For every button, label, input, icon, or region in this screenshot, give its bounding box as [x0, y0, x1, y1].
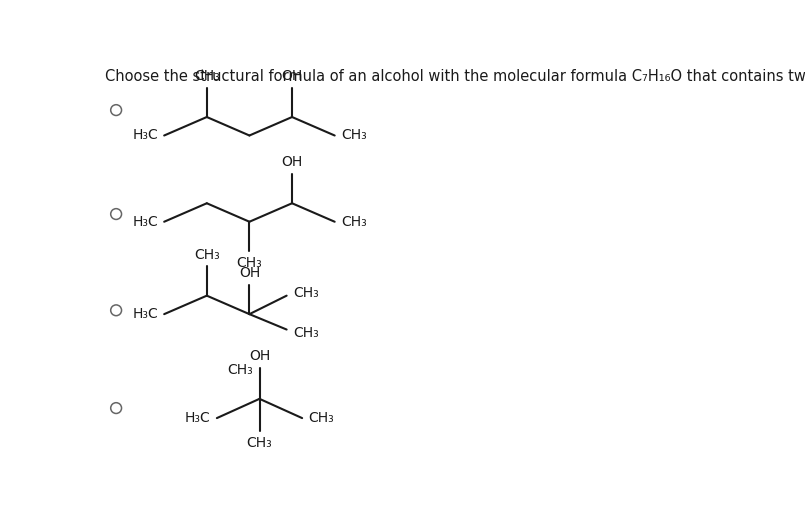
Text: CH₃: CH₃ [194, 69, 220, 83]
Text: Choose the structural formula of an alcohol with the molecular formula C₇H₁₆O th: Choose the structural formula of an alco… [105, 69, 805, 84]
Text: CH₃: CH₃ [228, 362, 254, 377]
Text: H₃C: H₃C [132, 307, 158, 321]
Text: OH: OH [239, 266, 260, 280]
Text: H₃C: H₃C [132, 215, 158, 229]
Text: CH₃: CH₃ [293, 286, 319, 300]
Text: CH₃: CH₃ [194, 248, 220, 262]
Text: CH₃: CH₃ [341, 215, 366, 229]
Text: CH₃: CH₃ [237, 256, 262, 269]
Text: CH₃: CH₃ [293, 326, 319, 340]
Text: CH₃: CH₃ [308, 411, 334, 425]
Text: OH: OH [282, 69, 303, 83]
Text: CH₃: CH₃ [246, 436, 272, 450]
Text: OH: OH [249, 349, 270, 363]
Text: H₃C: H₃C [185, 411, 211, 425]
Text: H₃C: H₃C [132, 128, 158, 143]
Text: OH: OH [282, 156, 303, 169]
Text: CH₃: CH₃ [341, 128, 366, 143]
